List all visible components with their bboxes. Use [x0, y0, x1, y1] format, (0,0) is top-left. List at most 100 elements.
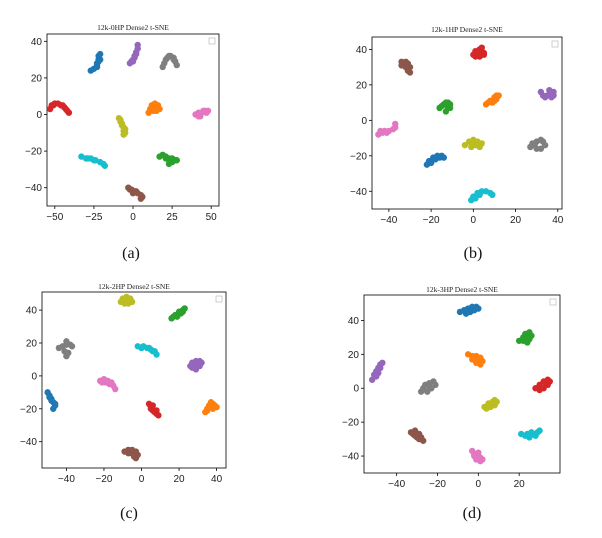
- x-tick-label: −25: [85, 212, 102, 223]
- data-point: [548, 94, 555, 101]
- cluster-3: [436, 99, 454, 115]
- cluster-0: [87, 50, 104, 74]
- data-point: [128, 58, 135, 65]
- x-tick-label: −20: [95, 474, 112, 485]
- plot-frame: [363, 294, 561, 474]
- data-point: [170, 313, 177, 320]
- x-tick-label: 20: [514, 479, 526, 490]
- legend-box: [549, 298, 557, 306]
- data-point: [491, 97, 498, 105]
- chart-panel-0: 12k-0HP Dense2 t-SNE −50 −25 0 25 50 40 20 0 −20 −…: [25, 23, 220, 262]
- y-tick-label: 40: [348, 316, 360, 327]
- data-point: [442, 99, 450, 106]
- x-tick-label: −40: [380, 215, 397, 226]
- cluster-8: [202, 399, 220, 416]
- y-tick-label: −20: [20, 404, 37, 415]
- chart-panel-2: 12k-2HP Dense2 t-SNE −40 −20 0 20 40 40 20 0 −20 −…: [20, 282, 227, 522]
- cluster-4: [482, 92, 502, 108]
- data-point: [95, 58, 102, 65]
- cluster-9: [468, 188, 496, 204]
- data-point: [123, 297, 130, 304]
- data-point: [475, 356, 482, 363]
- cluster-5: [97, 375, 119, 393]
- data-point: [98, 379, 106, 386]
- data-point: [50, 405, 57, 412]
- data-point: [134, 41, 141, 49]
- data-point: [489, 191, 496, 199]
- cluster-6: [115, 114, 129, 138]
- data-point: [179, 308, 187, 315]
- data-point: [130, 453, 138, 460]
- data-point: [398, 62, 405, 69]
- data-point: [170, 56, 177, 63]
- data-point: [138, 344, 145, 352]
- data-point: [483, 405, 490, 412]
- data-point: [446, 104, 454, 112]
- y-tick-label: −40: [25, 183, 42, 194]
- cluster-2: [464, 351, 486, 368]
- y-tick-label: 20: [31, 73, 43, 84]
- y-tick-label: −20: [350, 151, 367, 162]
- data-point: [377, 364, 384, 372]
- x-tick-label: −40: [388, 479, 405, 490]
- y-tick-label: 0: [353, 384, 359, 395]
- cluster-9: [469, 447, 486, 465]
- cluster-0: [456, 303, 482, 317]
- y-tick-label: −20: [25, 147, 42, 158]
- data-point: [406, 69, 414, 76]
- cluster-8: [518, 427, 543, 441]
- x-tick-label: −20: [423, 215, 440, 226]
- y-tick-label: 40: [31, 37, 43, 48]
- data-point: [383, 129, 390, 136]
- data-point: [438, 102, 445, 110]
- cluster-5: [192, 107, 212, 120]
- cluster-5: [532, 376, 553, 394]
- x-tick-label: 20: [510, 215, 522, 226]
- cluster-1: [470, 44, 488, 60]
- data-point: [472, 195, 479, 202]
- data-point: [203, 109, 210, 116]
- x-tick-label: 50: [206, 212, 218, 223]
- data-point: [165, 52, 173, 60]
- data-point: [469, 356, 476, 363]
- cluster-1: [168, 305, 188, 322]
- x-tick-label: 0: [476, 479, 482, 490]
- data-point: [375, 369, 382, 377]
- data-point: [153, 103, 160, 111]
- cluster-3: [134, 343, 160, 358]
- cluster-3: [46, 100, 73, 116]
- data-point: [59, 102, 66, 109]
- x-tick-label: 25: [167, 212, 179, 223]
- cluster-2: [537, 87, 557, 101]
- cluster-7: [145, 400, 162, 419]
- data-point: [484, 99, 492, 106]
- cluster-6: [481, 396, 500, 412]
- y-tick-label: 0: [36, 110, 42, 121]
- y-tick-label: 20: [356, 80, 368, 91]
- x-tick-label: 40: [211, 474, 223, 485]
- data-point: [65, 109, 73, 116]
- x-tick-label: 40: [552, 215, 564, 226]
- cluster-6: [44, 389, 59, 412]
- data-point: [149, 402, 156, 409]
- plot-frame: [371, 36, 563, 210]
- data-point: [542, 379, 549, 387]
- data-point: [118, 122, 126, 129]
- data-point: [427, 159, 435, 167]
- data-point: [120, 127, 127, 135]
- data-point: [207, 399, 215, 406]
- data-point: [137, 195, 145, 202]
- data-point: [68, 343, 76, 350]
- data-point: [413, 434, 421, 441]
- y-tick-label: 0: [31, 371, 37, 382]
- cluster-9: [125, 184, 146, 202]
- x-tick-label: 0: [130, 212, 136, 223]
- data-point: [63, 338, 70, 345]
- data-point: [162, 155, 170, 162]
- data-point: [436, 154, 443, 161]
- data-point: [475, 449, 482, 456]
- data-point: [148, 103, 155, 111]
- y-tick-label: 40: [356, 45, 368, 56]
- cluster-8: [156, 151, 180, 168]
- data-point: [101, 162, 109, 169]
